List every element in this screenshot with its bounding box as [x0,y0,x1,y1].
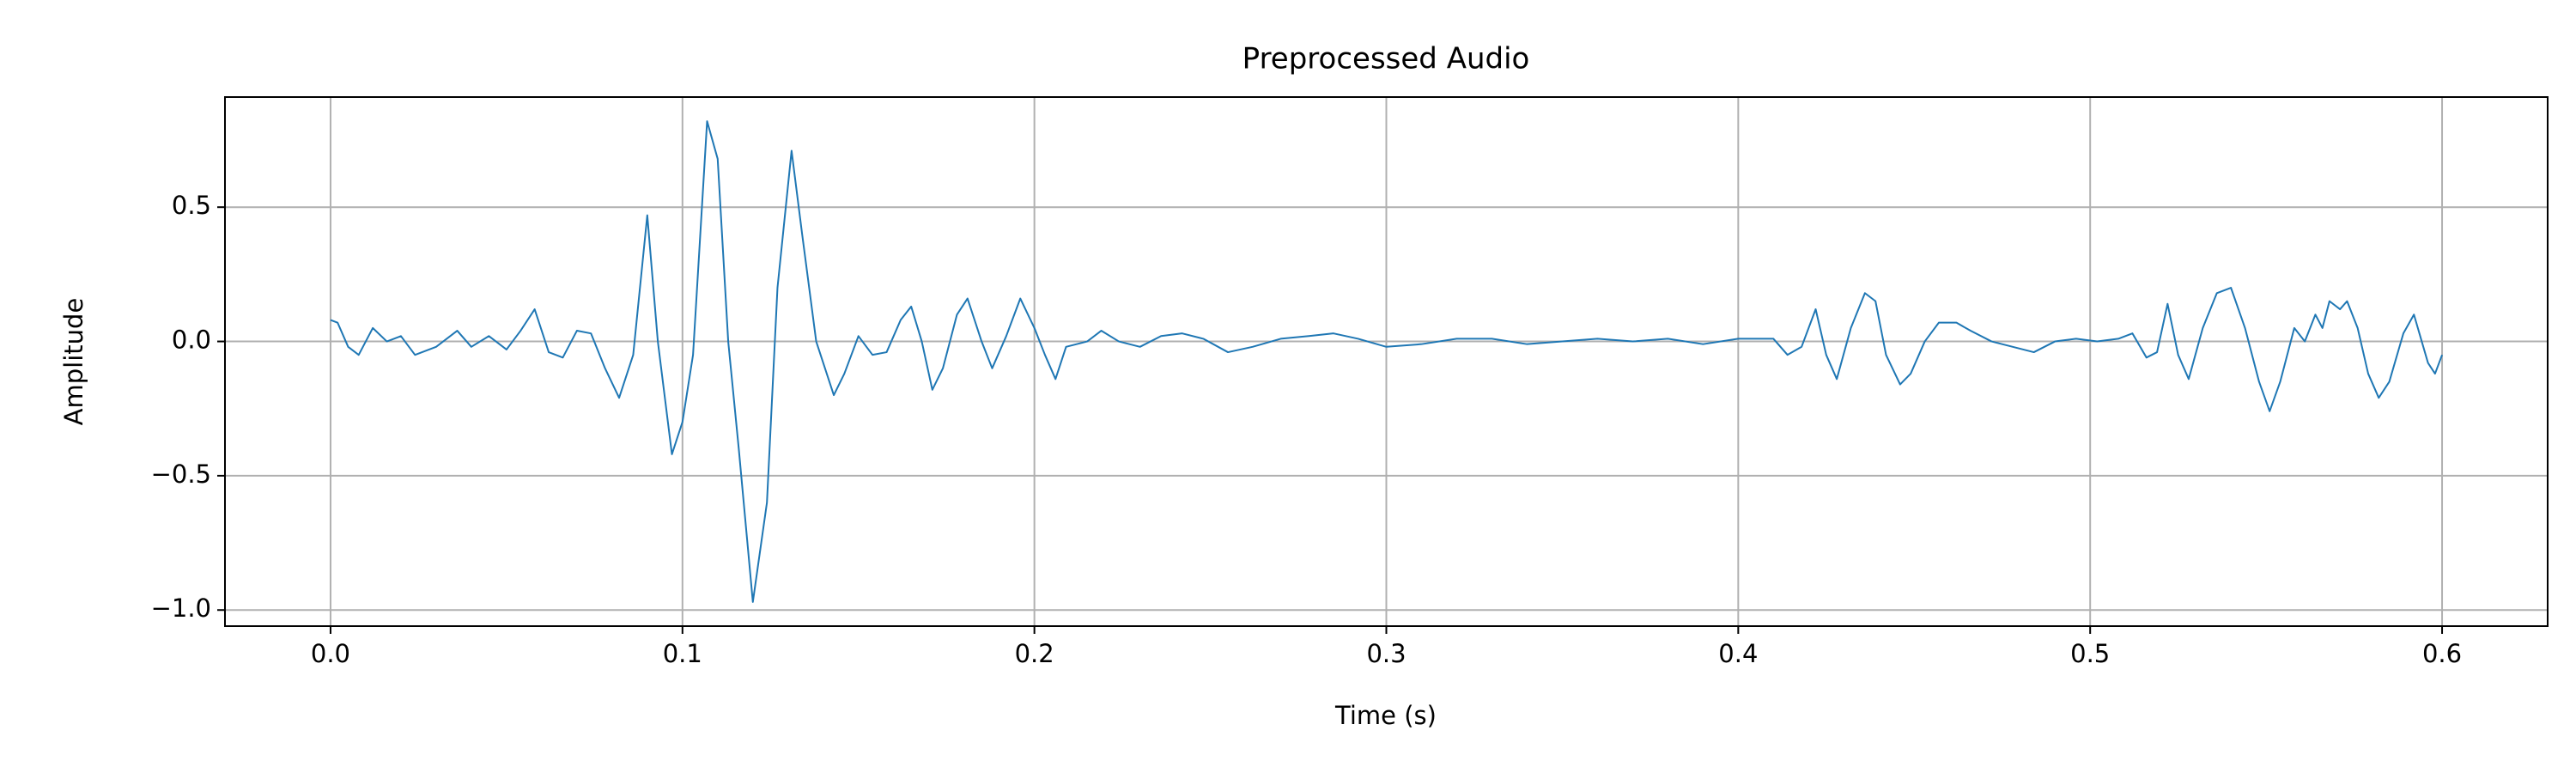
x-tick-label: 0.3 [1366,639,1406,668]
plot-frame [224,96,2549,627]
x-tick-label: 0.4 [1718,639,1758,668]
y-tick-label: 0.0 [172,326,211,355]
x-axis-label: Time (s) [1334,701,1437,730]
waveform-line [330,120,2443,603]
x-tick-label: 0.6 [2422,639,2462,668]
x-tick-label: 0.1 [663,639,702,668]
chart-title: Preprocessed Audio [1242,42,1530,76]
x-tick-label: 0.5 [2070,639,2110,668]
y-tick-label: −0.5 [151,460,211,489]
y-tick-label: 0.5 [172,191,211,220]
x-tick-label: 0.2 [1015,639,1054,668]
x-tick-label: 0.0 [311,639,350,668]
y-tick-label: −1.0 [151,593,211,623]
y-axis-label: Amplitude [59,298,88,426]
